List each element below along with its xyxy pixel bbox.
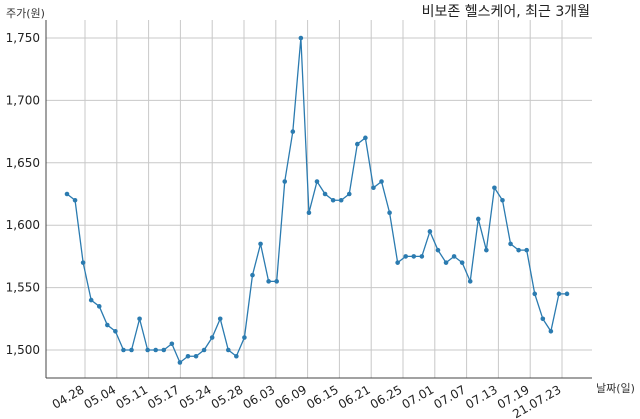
x-tick-labels: 04.2805.0405.1105.1705.2405.2806.0306.09… bbox=[50, 382, 564, 419]
data-point bbox=[217, 316, 223, 322]
x-tick-label: 06.15 bbox=[304, 382, 341, 411]
y-tick-label: 1,550 bbox=[6, 281, 40, 295]
x-tick-label: 05.24 bbox=[177, 382, 214, 411]
data-point bbox=[258, 241, 263, 247]
data-point bbox=[355, 141, 360, 147]
data-point bbox=[161, 347, 167, 353]
data-point bbox=[403, 254, 409, 259]
data-point bbox=[201, 347, 207, 353]
y-tick-label: 1,650 bbox=[6, 156, 40, 170]
y-tick-labels: 1,500 1,550 1,600 1,650 1,700 1,750 bbox=[6, 31, 40, 357]
x-tick-label: 07.13 bbox=[463, 382, 500, 411]
data-point bbox=[193, 353, 199, 359]
data-point bbox=[225, 347, 231, 353]
price-series-points bbox=[64, 35, 570, 365]
data-point bbox=[88, 297, 94, 303]
data-point bbox=[443, 260, 449, 265]
data-point bbox=[306, 210, 312, 216]
data-point bbox=[411, 254, 417, 259]
data-point bbox=[387, 210, 392, 216]
data-point bbox=[371, 185, 376, 191]
x-tick-label: 05.11 bbox=[113, 382, 150, 411]
data-point bbox=[564, 291, 570, 297]
data-point bbox=[459, 260, 465, 265]
x-tick-label: 05.17 bbox=[145, 382, 182, 411]
data-point bbox=[363, 135, 368, 141]
x-axis-title: 날짜(일) bbox=[596, 381, 635, 395]
data-point bbox=[556, 291, 562, 297]
data-point bbox=[379, 179, 384, 184]
data-point bbox=[532, 291, 538, 297]
data-point bbox=[153, 347, 159, 353]
data-point bbox=[451, 254, 457, 259]
data-point bbox=[64, 191, 70, 197]
data-point bbox=[548, 328, 554, 334]
data-point bbox=[105, 322, 110, 328]
data-point bbox=[250, 272, 255, 278]
data-point bbox=[177, 360, 183, 365]
data-point bbox=[338, 197, 344, 203]
data-point bbox=[129, 347, 134, 353]
data-point bbox=[484, 247, 489, 253]
y-axis-title: 주가(원) bbox=[6, 7, 45, 20]
data-point bbox=[169, 341, 175, 347]
x-tick-label: 07.01 bbox=[400, 382, 437, 411]
x-tick-label: 06.21 bbox=[336, 382, 373, 411]
x-tick-label: 04.28 bbox=[50, 382, 87, 411]
data-point bbox=[121, 347, 126, 353]
data-point bbox=[242, 335, 247, 340]
y-tick-label: 1,600 bbox=[6, 218, 40, 232]
data-point bbox=[72, 197, 78, 203]
data-point bbox=[508, 241, 513, 247]
data-point bbox=[209, 335, 215, 340]
x-tick-label: 06.09 bbox=[272, 382, 309, 411]
data-point bbox=[80, 260, 86, 265]
chart-title: 비보존 헬스케어, 최근 3개월 bbox=[422, 4, 590, 20]
data-point bbox=[290, 129, 296, 134]
data-point bbox=[540, 316, 546, 322]
data-point bbox=[395, 260, 400, 265]
x-tick-label: 05.04 bbox=[82, 382, 119, 411]
data-point bbox=[524, 247, 529, 253]
x-tick-label: 06.25 bbox=[368, 382, 405, 411]
data-point bbox=[467, 279, 473, 284]
data-point bbox=[266, 279, 271, 284]
data-point bbox=[330, 197, 336, 203]
y-tick-label: 1,750 bbox=[6, 31, 40, 45]
data-point bbox=[234, 353, 239, 359]
data-point bbox=[145, 347, 150, 353]
x-tick-label: 07.07 bbox=[431, 382, 468, 411]
data-point bbox=[96, 304, 102, 309]
data-point bbox=[435, 247, 441, 253]
data-point bbox=[475, 216, 481, 222]
price-series-line bbox=[66, 37, 567, 364]
axes bbox=[45, 20, 592, 379]
data-point bbox=[274, 279, 279, 284]
data-point bbox=[322, 191, 328, 197]
y-tick-label: 1,500 bbox=[6, 343, 40, 357]
data-point bbox=[492, 185, 497, 191]
data-point bbox=[314, 179, 320, 184]
data-point bbox=[500, 197, 505, 203]
y-tick-label: 1,700 bbox=[6, 93, 40, 107]
data-point bbox=[419, 254, 425, 259]
data-point bbox=[185, 353, 191, 359]
data-point bbox=[346, 191, 352, 197]
grid-lines bbox=[46, 20, 592, 378]
data-point bbox=[113, 328, 118, 334]
x-tick-label: 06.03 bbox=[241, 382, 278, 411]
x-tick-label: 05.28 bbox=[209, 382, 246, 411]
data-point bbox=[298, 35, 304, 41]
data-point bbox=[516, 247, 521, 253]
data-point bbox=[137, 316, 142, 322]
data-point bbox=[427, 229, 433, 234]
data-point bbox=[282, 179, 288, 184]
